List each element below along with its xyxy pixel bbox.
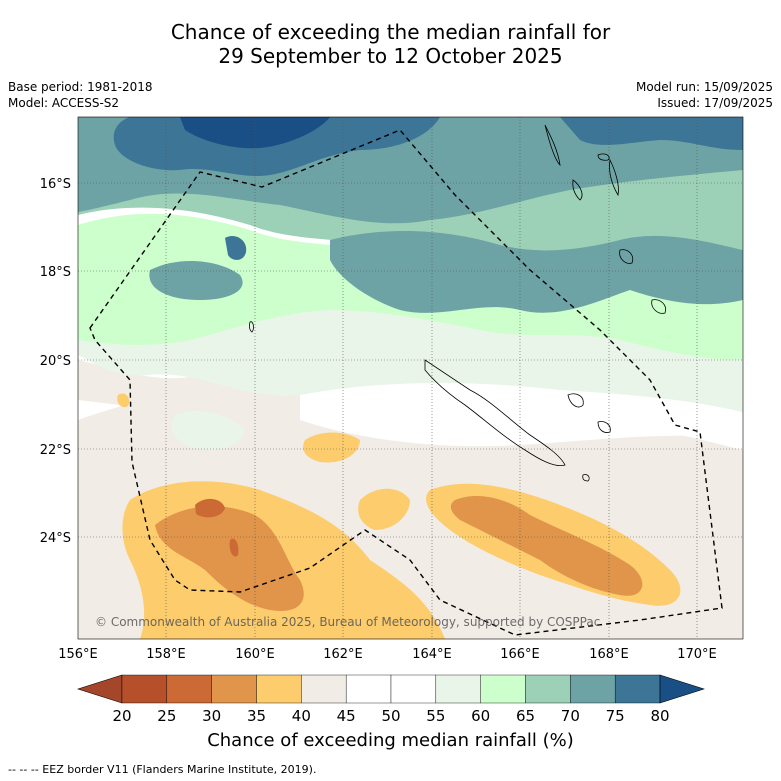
loyalty-island-1: [567, 393, 584, 408]
lat-label: 20°S: [40, 354, 71, 369]
lon-label: 158°E: [146, 647, 186, 662]
colorbar-label: Chance of exceeding median rainfall (%): [207, 730, 574, 751]
isle-of-pines: [582, 474, 590, 482]
issued-date: Issued: 17/09/2025: [657, 96, 773, 110]
colorbar-tick-label: 30: [202, 707, 221, 725]
vanuatu-espiritu: [544, 124, 561, 167]
colorbar-bin: [435, 674, 481, 704]
colorbar-bin: [390, 674, 437, 704]
graticule: [78, 117, 743, 639]
chesterfield-island: [249, 321, 254, 333]
meta-right: Model run: 15/09/2025 Issued: 17/09/2025: [636, 79, 773, 111]
colorbar-tick-label: 70: [561, 707, 580, 725]
colorbar-tick-label: 25: [157, 707, 176, 725]
vanuatu-tanna: [651, 299, 667, 314]
vanuatu-island-c: [609, 158, 619, 197]
field-patch-75-80-small: [225, 235, 247, 260]
colorbar-bin: [525, 674, 571, 704]
colorbar-bin: [480, 674, 526, 704]
colorbar-tick-label: 45: [337, 707, 356, 725]
meta-left: Base period: 1981-2018 Model: ACCESS-S2: [8, 79, 153, 111]
colorbar-bin: [570, 674, 616, 704]
field-white-center: [300, 383, 743, 447]
lon-label: 160°E: [235, 647, 275, 662]
lat-label: 18°S: [40, 265, 71, 280]
colorbar: [77, 674, 705, 704]
field-band-30-35-east: [450, 495, 643, 596]
field-patch-25-30-a: [195, 498, 225, 518]
footnote: -- -- -- EEZ border V11 (Flanders Marine…: [8, 763, 317, 776]
copyright-text: © Commonwealth of Australia 2025, Bureau…: [95, 615, 600, 629]
field-patch-25-30-b: [229, 538, 239, 557]
lat-label: 22°S: [40, 443, 71, 458]
colorbar-bin: [211, 674, 257, 704]
colorbar-arrow-high: [659, 674, 705, 704]
field-patch-35-40-small: [358, 488, 410, 530]
base-period: Base period: 1981-2018: [8, 80, 153, 94]
lon-labels: 156°E 158°E 160°E 162°E 164°E 166°E 168°…: [58, 647, 717, 662]
lon-label: 170°E: [677, 647, 717, 662]
field-patch-35-40-center: [303, 432, 360, 463]
lon-label: 166°E: [500, 647, 540, 662]
map-frame: [77, 116, 744, 640]
field-band-30-35-west: [155, 506, 304, 611]
lon-label: 164°E: [412, 647, 452, 662]
eez-border: [89, 129, 723, 636]
lon-label: 156°E: [58, 647, 98, 662]
new-caledonia-island: [424, 359, 566, 467]
field-patch-55-60-west: [171, 410, 245, 450]
field-patch-35-40-tiny: [117, 393, 130, 408]
colorbar-tick-label: 65: [516, 707, 535, 725]
colorbar-tick-label: 20: [112, 707, 131, 725]
lat-label: 24°S: [40, 531, 71, 546]
field-patch-70-75-east: [330, 230, 743, 313]
vanuatu-island-a: [572, 179, 583, 201]
colorbar-tick-label: 60: [471, 707, 490, 725]
loyalty-island-2: [597, 421, 611, 433]
lon-label: 168°E: [589, 647, 629, 662]
colorbar-tick-label: 55: [426, 707, 445, 725]
vanuatu-island-b: [597, 153, 610, 161]
model-run: Model run: 15/09/2025: [635, 80, 773, 94]
map-title: Chance of exceeding the median rainfall …: [0, 20, 781, 68]
coastlines: [249, 124, 667, 482]
title-line-2: 29 September to 12 October 2025: [218, 44, 563, 68]
rainfall-field: [78, 117, 743, 639]
lat-labels: 16°S 18°S 20°S 22°S 24°S: [40, 177, 71, 546]
colorbar-bin: [121, 674, 168, 704]
lat-label: 16°S: [40, 177, 71, 192]
vanuatu-efate: [619, 249, 634, 264]
colorbar-bin: [256, 674, 302, 704]
colorbar-ticks: 20 25 30 35 40 45 50 55 60 65 70 75 80: [112, 707, 669, 725]
lon-label: 162°E: [323, 647, 363, 662]
title-line-1: Chance of exceeding the median rainfall …: [170, 20, 611, 44]
colorbar-arrow-low: [77, 674, 123, 704]
colorbar-bin: [301, 674, 347, 704]
colorbar-tick-label: 75: [606, 707, 625, 725]
colorbar-bin: [614, 674, 661, 704]
colorbar-tick-label: 35: [247, 707, 266, 725]
colorbar-tick-label: 40: [292, 707, 311, 725]
model-name: Model: ACCESS-S2: [8, 96, 120, 110]
colorbar-tick-label: 50: [381, 707, 400, 725]
colorbar-bin: [345, 674, 392, 704]
colorbar-tick-label: 80: [650, 707, 669, 725]
colorbar-bin: [166, 674, 212, 704]
